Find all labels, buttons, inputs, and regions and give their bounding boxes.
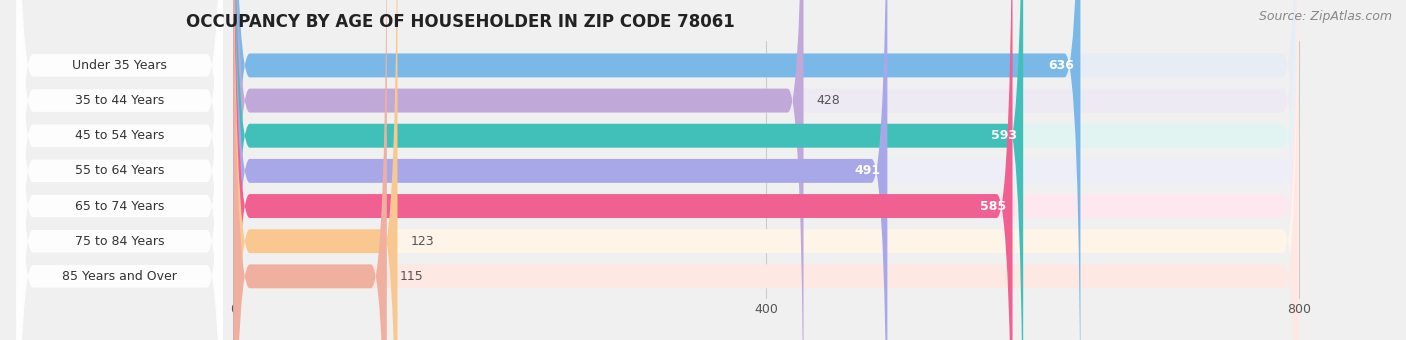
FancyBboxPatch shape	[17, 0, 224, 340]
Text: 491: 491	[855, 164, 880, 177]
FancyBboxPatch shape	[17, 0, 224, 340]
Text: 636: 636	[1047, 59, 1074, 72]
Text: 55 to 64 Years: 55 to 64 Years	[75, 164, 165, 177]
Text: 45 to 54 Years: 45 to 54 Years	[75, 129, 165, 142]
Text: Under 35 Years: Under 35 Years	[73, 59, 167, 72]
FancyBboxPatch shape	[233, 0, 398, 340]
FancyBboxPatch shape	[17, 0, 224, 340]
FancyBboxPatch shape	[233, 0, 803, 340]
FancyBboxPatch shape	[233, 0, 1299, 340]
FancyBboxPatch shape	[233, 0, 1299, 340]
FancyBboxPatch shape	[233, 0, 1024, 340]
FancyBboxPatch shape	[233, 0, 887, 340]
FancyBboxPatch shape	[233, 0, 1299, 340]
Text: OCCUPANCY BY AGE OF HOUSEHOLDER IN ZIP CODE 78061: OCCUPANCY BY AGE OF HOUSEHOLDER IN ZIP C…	[186, 13, 735, 31]
FancyBboxPatch shape	[17, 0, 224, 340]
FancyBboxPatch shape	[233, 0, 387, 340]
FancyBboxPatch shape	[233, 0, 1299, 340]
Text: 85 Years and Over: 85 Years and Over	[62, 270, 177, 283]
FancyBboxPatch shape	[17, 0, 224, 340]
Text: 428: 428	[817, 94, 841, 107]
Text: 65 to 74 Years: 65 to 74 Years	[75, 200, 165, 212]
FancyBboxPatch shape	[233, 0, 1299, 340]
Text: 115: 115	[401, 270, 423, 283]
FancyBboxPatch shape	[17, 0, 224, 340]
Text: 593: 593	[990, 129, 1017, 142]
Text: Source: ZipAtlas.com: Source: ZipAtlas.com	[1258, 10, 1392, 23]
FancyBboxPatch shape	[233, 0, 1080, 340]
FancyBboxPatch shape	[233, 0, 1299, 340]
FancyBboxPatch shape	[233, 0, 1012, 340]
Text: 75 to 84 Years: 75 to 84 Years	[75, 235, 165, 248]
Text: 585: 585	[980, 200, 1005, 212]
FancyBboxPatch shape	[233, 0, 1299, 340]
Text: 123: 123	[411, 235, 434, 248]
Text: 35 to 44 Years: 35 to 44 Years	[76, 94, 165, 107]
FancyBboxPatch shape	[17, 0, 224, 340]
